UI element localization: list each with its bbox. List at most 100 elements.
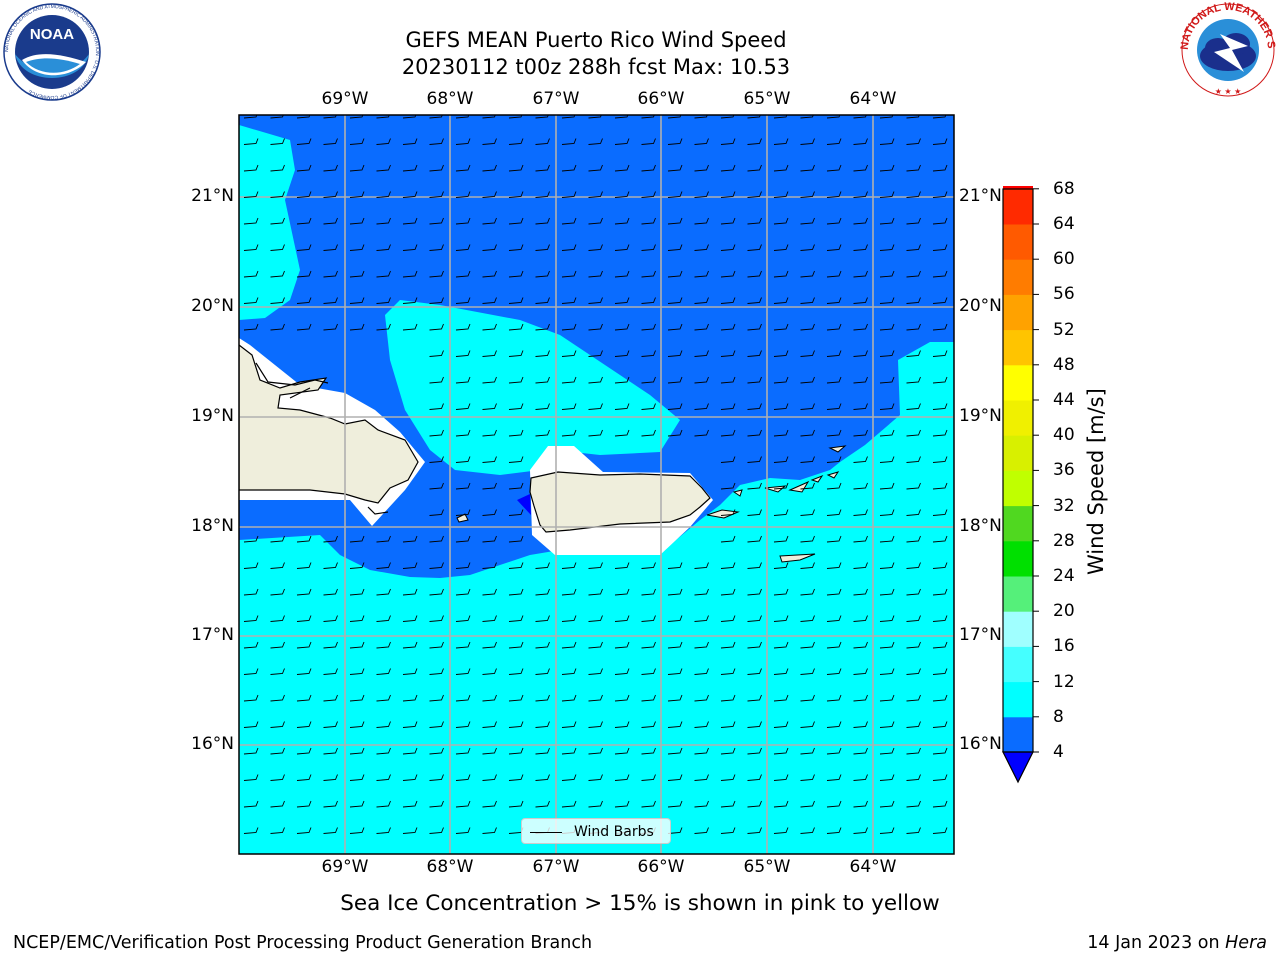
colorbar-band (1003, 540, 1033, 577)
wind-barb (588, 668, 603, 675)
colorbar-band (1003, 716, 1033, 753)
wind-barb (826, 588, 842, 596)
wind-barb (614, 747, 630, 755)
wind-barb (535, 694, 550, 702)
wind-barb (376, 217, 391, 225)
wind-barb (508, 668, 524, 675)
wind-barb (323, 535, 338, 543)
wind-barb (747, 562, 762, 569)
wind-barb (853, 429, 868, 437)
wind-barb (879, 244, 895, 251)
wind-barb (773, 164, 789, 172)
wind-barb (641, 323, 656, 331)
wind-barb (243, 774, 259, 781)
wind-barb (402, 535, 418, 543)
lon-label-bottom: 68°W (426, 857, 474, 877)
colorbar-band (1003, 646, 1033, 683)
wind-barb (588, 747, 603, 755)
wind-barb (853, 297, 868, 304)
wind-barb (932, 403, 948, 410)
wind-barb (588, 323, 603, 331)
wind-barb (508, 429, 524, 437)
wind-barb (455, 403, 471, 410)
wind-barb (932, 615, 948, 622)
wind-barb (879, 641, 895, 649)
wind-barb (694, 297, 709, 304)
wind-barb (879, 456, 895, 463)
wind-barb (455, 297, 471, 304)
wind-barb (826, 641, 842, 649)
wind-barb (482, 509, 497, 516)
wind-barb (641, 376, 656, 384)
wind-barb (349, 721, 365, 728)
wind-barb (349, 244, 365, 251)
wind-barb (614, 350, 630, 357)
colorbar-band (1003, 188, 1033, 225)
wind-barb (720, 244, 736, 251)
wind-barb (879, 747, 895, 755)
colorbar-tick-label: 56 (1053, 284, 1075, 305)
wind-barb (853, 774, 868, 781)
wind-barb (747, 191, 762, 198)
wind-barb (614, 562, 630, 569)
wind-barb (773, 350, 789, 357)
wind-barb (508, 403, 524, 410)
wind-barb (270, 270, 285, 278)
wind-barb (641, 350, 656, 357)
sea-ice-note: Sea Ice Concentration > 15% is shown in … (340, 891, 940, 916)
wind-barb (826, 482, 842, 490)
wind-barb (588, 297, 603, 304)
wind-barb (482, 694, 497, 702)
wind-barb (296, 588, 312, 596)
wind-barb (270, 721, 285, 728)
wind-barb (349, 217, 365, 225)
colorbar-band (1003, 224, 1033, 260)
chart-subtitle: 20230112 t00z 288h fcst Max: 10.53 (401, 55, 791, 79)
wind-barb (932, 509, 948, 516)
wind-barb (879, 800, 895, 808)
wind-barb (826, 403, 842, 410)
wind-barb (641, 164, 656, 172)
wind-barb (323, 615, 338, 622)
wind-barb (667, 376, 683, 384)
wind-barb (508, 191, 524, 198)
wind-barb (614, 115, 629, 119)
wind-barb (614, 694, 630, 702)
wind-barb (429, 244, 444, 251)
wind-barb (800, 482, 815, 490)
wind-barb (694, 350, 709, 357)
wind-barb (932, 774, 948, 781)
wind-barb (932, 562, 948, 569)
wind-barb (641, 429, 656, 437)
wind-barb (429, 191, 444, 198)
wind-barb (429, 562, 444, 569)
wind-barb (243, 668, 259, 675)
wind-barb (826, 244, 842, 251)
footer-machine: Hera (1225, 933, 1267, 953)
wind-barb (349, 747, 365, 755)
wind-barb (508, 641, 524, 649)
wind-barb (376, 164, 391, 172)
wind-barb (800, 270, 815, 278)
wind-barb (535, 164, 550, 172)
wind-barb (932, 482, 948, 490)
wind-barb (243, 562, 259, 569)
wind-barb (879, 509, 895, 516)
wind-barb (561, 115, 576, 119)
wind-barb (508, 376, 524, 384)
wind-barb (482, 403, 497, 410)
wind-barb (773, 191, 789, 198)
hispaniola-coast-north (255, 362, 329, 399)
wind-barb (879, 827, 895, 834)
wind-barb (879, 588, 895, 596)
wind-barb (773, 429, 789, 437)
wind-barb (853, 535, 868, 543)
wind-barb (694, 774, 709, 781)
wind-barb (323, 115, 337, 119)
wind-barb (508, 535, 524, 543)
wind-barb (270, 138, 285, 145)
wind-barb (535, 562, 550, 569)
puerto-rico-land (529, 471, 711, 533)
wind-barb (323, 562, 338, 569)
wind-barb (614, 323, 630, 331)
